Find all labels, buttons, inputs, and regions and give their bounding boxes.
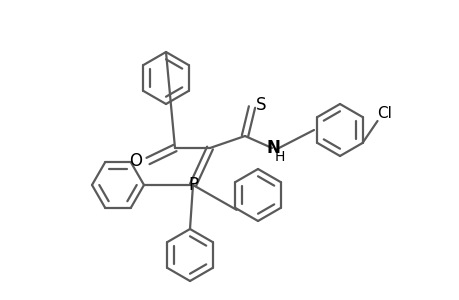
Text: P: P — [188, 176, 198, 194]
Text: H: H — [274, 150, 285, 164]
Text: O: O — [129, 152, 142, 170]
Text: S: S — [255, 96, 266, 114]
Text: N: N — [265, 139, 280, 157]
Text: Cl: Cl — [376, 106, 391, 121]
